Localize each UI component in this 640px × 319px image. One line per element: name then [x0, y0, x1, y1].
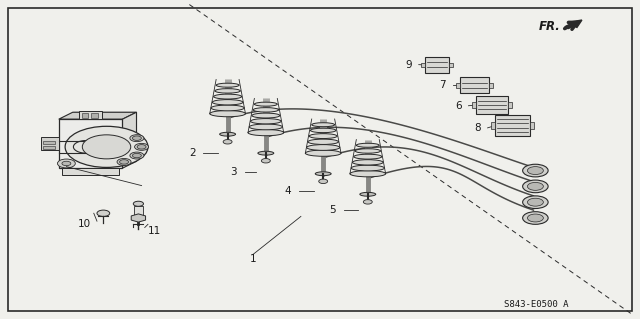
- Text: 1: 1: [250, 254, 257, 264]
- Ellipse shape: [214, 94, 242, 99]
- Ellipse shape: [248, 130, 284, 136]
- Text: 2: 2: [189, 148, 196, 158]
- Bar: [456, 83, 460, 87]
- Ellipse shape: [211, 105, 244, 111]
- Ellipse shape: [307, 145, 340, 150]
- Polygon shape: [62, 168, 119, 175]
- Circle shape: [364, 200, 372, 204]
- Bar: [449, 63, 453, 67]
- Text: 11: 11: [148, 226, 161, 236]
- Bar: [44, 141, 55, 144]
- Circle shape: [65, 126, 148, 167]
- Ellipse shape: [523, 164, 548, 177]
- Ellipse shape: [210, 111, 246, 117]
- Bar: [460, 77, 489, 93]
- Ellipse shape: [523, 180, 548, 193]
- Circle shape: [83, 135, 131, 159]
- Circle shape: [130, 135, 144, 142]
- Circle shape: [261, 159, 270, 163]
- Bar: [82, 113, 88, 118]
- Circle shape: [97, 210, 109, 216]
- Ellipse shape: [253, 108, 278, 112]
- Ellipse shape: [523, 196, 548, 209]
- Ellipse shape: [316, 172, 331, 176]
- Bar: [41, 137, 59, 150]
- Circle shape: [117, 159, 131, 165]
- Ellipse shape: [350, 171, 386, 177]
- Circle shape: [132, 153, 141, 158]
- Polygon shape: [131, 214, 145, 222]
- Ellipse shape: [527, 182, 543, 190]
- Ellipse shape: [356, 143, 380, 147]
- Ellipse shape: [523, 212, 548, 224]
- Ellipse shape: [305, 150, 341, 156]
- Ellipse shape: [353, 160, 383, 165]
- FancyArrow shape: [565, 20, 582, 28]
- Ellipse shape: [355, 149, 381, 153]
- Polygon shape: [59, 112, 136, 119]
- Text: 10: 10: [77, 219, 91, 229]
- Circle shape: [133, 201, 143, 206]
- Ellipse shape: [250, 119, 281, 124]
- Circle shape: [223, 140, 232, 144]
- Text: 7: 7: [440, 80, 446, 90]
- Bar: [476, 96, 508, 114]
- Bar: [495, 115, 531, 136]
- Ellipse shape: [354, 154, 382, 159]
- Ellipse shape: [309, 134, 337, 138]
- Bar: [425, 57, 449, 72]
- Ellipse shape: [527, 167, 543, 174]
- Circle shape: [137, 145, 146, 149]
- Text: FR.: FR.: [539, 20, 560, 33]
- Ellipse shape: [527, 198, 543, 206]
- Circle shape: [132, 136, 141, 140]
- Ellipse shape: [308, 139, 339, 145]
- Polygon shape: [134, 206, 143, 215]
- Ellipse shape: [527, 214, 543, 222]
- Ellipse shape: [212, 100, 243, 105]
- Bar: [44, 145, 55, 149]
- Ellipse shape: [310, 128, 336, 133]
- Text: S843-E0500 A: S843-E0500 A: [504, 300, 569, 309]
- Polygon shape: [59, 119, 122, 168]
- Bar: [472, 102, 476, 108]
- Text: 5: 5: [330, 205, 336, 215]
- Ellipse shape: [252, 113, 280, 118]
- Text: 3: 3: [230, 167, 237, 177]
- Ellipse shape: [258, 151, 274, 155]
- Bar: [492, 122, 495, 129]
- Text: 8: 8: [475, 123, 481, 133]
- Ellipse shape: [249, 124, 282, 130]
- Bar: [79, 111, 102, 119]
- Circle shape: [58, 159, 76, 168]
- Bar: [489, 83, 493, 87]
- Bar: [531, 122, 534, 129]
- Circle shape: [134, 143, 148, 150]
- Ellipse shape: [360, 192, 376, 196]
- Bar: [508, 102, 512, 108]
- Ellipse shape: [254, 102, 277, 106]
- Ellipse shape: [216, 83, 239, 87]
- Circle shape: [62, 161, 71, 166]
- Ellipse shape: [312, 123, 335, 127]
- Text: 4: 4: [285, 186, 291, 196]
- Ellipse shape: [220, 132, 236, 136]
- Bar: [92, 113, 98, 118]
- Ellipse shape: [215, 89, 241, 93]
- Circle shape: [319, 179, 328, 183]
- Polygon shape: [122, 112, 136, 168]
- Ellipse shape: [351, 165, 385, 171]
- Bar: [421, 63, 425, 67]
- Text: 6: 6: [456, 101, 462, 111]
- Polygon shape: [73, 112, 136, 161]
- Circle shape: [120, 160, 129, 164]
- Circle shape: [130, 152, 144, 159]
- Text: 9: 9: [406, 60, 412, 70]
